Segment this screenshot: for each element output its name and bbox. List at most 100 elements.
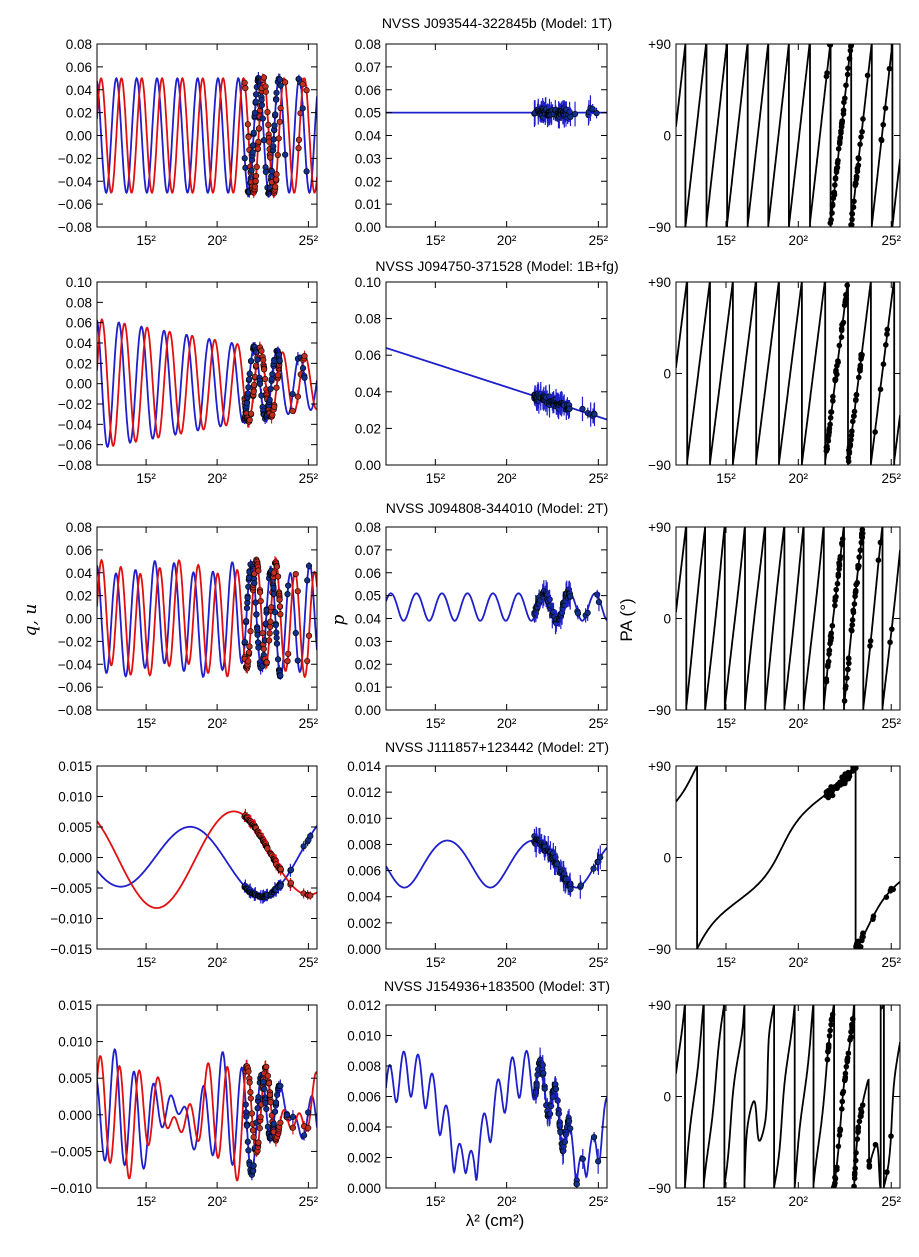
y-tick-label: 0.04 — [355, 385, 382, 400]
axes-frame — [385, 281, 608, 466]
p-data-point — [589, 105, 596, 113]
u-data-point — [262, 375, 269, 383]
axes-frame — [385, 43, 608, 228]
pa-data-point — [824, 1056, 831, 1063]
x-tick-label: 20² — [207, 1194, 227, 1209]
q-data-point — [261, 1085, 268, 1093]
plot-area — [386, 826, 607, 899]
x-tick-label: 25² — [299, 471, 319, 486]
pa-data-point — [859, 534, 866, 541]
y-tick-label: +90 — [648, 998, 671, 1013]
x-tick-label: 15² — [136, 955, 156, 970]
q-data-point — [289, 1113, 297, 1120]
plot-area — [386, 347, 607, 427]
pa-data-point — [832, 1180, 838, 1186]
q-data-point — [243, 1122, 251, 1129]
pa-data-point — [851, 198, 857, 205]
u-data-point — [299, 81, 306, 88]
u-data-point — [284, 658, 291, 665]
u-data-point — [248, 1110, 255, 1117]
pa-data-point — [850, 609, 857, 616]
pa-data-point — [851, 1183, 857, 1188]
u-data-point — [294, 588, 301, 595]
y-tick-label: −0.04 — [58, 174, 93, 189]
y-tick-label: 0.08 — [66, 295, 92, 310]
y-tick-label: 0 — [663, 129, 671, 144]
x-tick-label: 20² — [789, 955, 809, 970]
q-data-point — [304, 577, 311, 584]
q-data-point — [249, 142, 257, 149]
pa-data-point — [832, 182, 838, 188]
q-data-point — [256, 380, 264, 388]
q-data-point — [268, 167, 275, 175]
y-tick-label: −0.08 — [58, 703, 92, 718]
pa-data-point — [858, 134, 864, 140]
u-data-point — [304, 657, 311, 665]
q-data-point — [253, 611, 260, 618]
x-tick-label: 15² — [426, 471, 446, 486]
pa-data-point — [835, 1143, 842, 1150]
pa-data-point — [884, 1169, 890, 1175]
q-data-point — [244, 594, 251, 602]
plot-area — [676, 527, 900, 710]
q-data-point — [244, 1138, 251, 1145]
pa-data-point — [838, 334, 845, 340]
u-data-point — [267, 618, 274, 625]
pa-data-point — [888, 1133, 894, 1139]
p-data-point — [567, 113, 574, 120]
y-tick-label: 0.02 — [355, 174, 381, 189]
pa-data-point — [856, 1118, 863, 1125]
y-tick-label: +90 — [648, 759, 671, 774]
x-tick-label: 20² — [497, 233, 517, 248]
q-data-point — [246, 370, 253, 377]
pa-data-point — [840, 319, 847, 326]
model-u-line — [97, 810, 317, 909]
p-data-point — [552, 1085, 560, 1093]
x-tick-label: 15² — [716, 1194, 736, 1209]
u-data-point — [258, 347, 265, 354]
y-tick-label: 0.01 — [355, 680, 381, 695]
y-tick-label: 0.008 — [347, 1059, 381, 1074]
pa-data-point — [864, 72, 871, 79]
chart-row-4: NVSS J111857+123442 (Model: 2T)0.0150.01… — [50, 739, 901, 970]
pa-data-point — [854, 579, 861, 586]
y-tick-label: 0.07 — [355, 543, 381, 558]
x-tick-label: 20² — [207, 955, 227, 970]
p-data-point — [574, 610, 582, 617]
x-tick-label: 20² — [207, 233, 227, 248]
y-tick-label: 0.010 — [347, 1029, 381, 1044]
u-data-point — [282, 79, 289, 86]
q-data-point — [285, 582, 292, 589]
pa-data-point — [832, 602, 838, 609]
pa-panel: +90 0 −90 15² 20² 25² — [648, 275, 901, 486]
chart-title: NVSS J154936+183500 (Model: 3T) — [384, 978, 610, 994]
pa-data-point — [834, 164, 841, 171]
pa-data-point — [857, 547, 864, 554]
u-data-point — [287, 879, 295, 887]
y-tick-label: 0.008 — [347, 837, 381, 852]
pa-data-point — [837, 134, 844, 141]
u-data-point — [274, 573, 282, 580]
u-data-point — [266, 1091, 274, 1098]
q-data-point — [255, 644, 262, 651]
u-data-point — [242, 84, 249, 92]
y-tick-label: +90 — [648, 37, 671, 52]
pa-data-point — [829, 792, 836, 799]
pa-data-point — [877, 386, 884, 393]
u-data-point — [264, 109, 271, 116]
qu-panel: 0.08 0.06 0.04 0.02 0.00 −0.02 −0.04 −0.06 −0.08… — [58, 520, 319, 731]
pa-data-point — [845, 666, 851, 673]
x-tick-label: 25² — [881, 955, 901, 970]
y-tick-label: 0.014 — [347, 759, 381, 774]
x-tick-label: 20² — [789, 233, 809, 248]
model-p-line — [386, 839, 607, 889]
y-tick-label: 0.10 — [66, 275, 92, 290]
p-data-point — [554, 861, 561, 868]
y-tick-label: 0.02 — [355, 421, 381, 436]
pa-data-point — [849, 627, 855, 634]
plot-area — [676, 766, 900, 949]
y-tick-label: 0.04 — [66, 83, 93, 98]
q-data-point — [245, 1147, 252, 1154]
y-tick-label: 0.03 — [355, 151, 381, 166]
pa-data-point — [880, 361, 887, 367]
